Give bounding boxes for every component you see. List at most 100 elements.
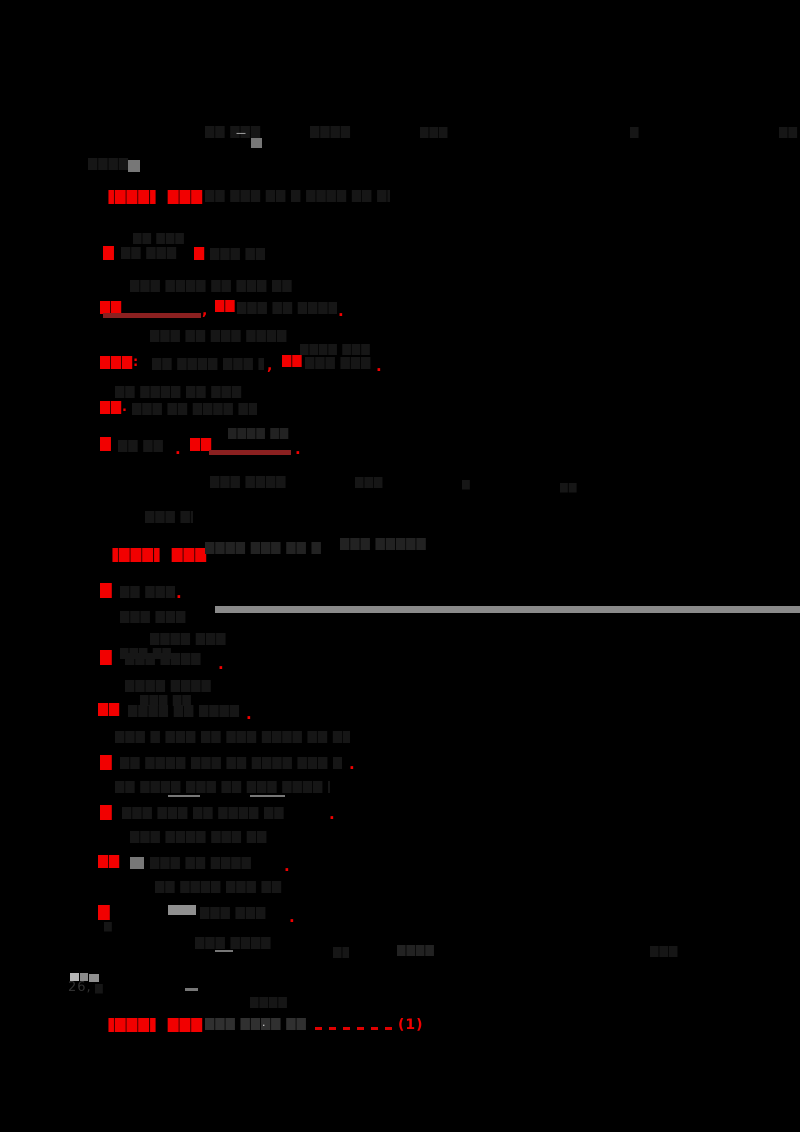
- q2-red-keyword: █: [98, 905, 111, 920]
- q2-text-run: ██ ████ ███ ██ ███ ████ ██: [115, 781, 330, 793]
- q2-red-keyword: █: [100, 755, 113, 770]
- q1-red-keyword: ███:: [100, 356, 140, 369]
- q2-text-run: ███ ██: [140, 695, 192, 706]
- q2-red-period: .: [284, 859, 291, 874]
- header-gray-block: [251, 138, 262, 148]
- pagenum-text-run: █: [95, 984, 104, 994]
- q2-gray-underline: [250, 795, 285, 797]
- q2-text-run: ██ ████ ███ ██ ████ ███ ██: [120, 757, 342, 769]
- q2-red-period: .: [176, 586, 183, 601]
- q2-text-run: ██ ████ ███ ██: [155, 881, 282, 893]
- q2-text-run: ██: [333, 947, 349, 958]
- q2-text-run: ███ ███: [200, 907, 267, 919]
- q1-red-keyword: █: [194, 247, 205, 260]
- q1-red-period: .: [295, 442, 302, 457]
- q3-question-text: ███ ████ ██: [205, 1018, 307, 1030]
- q1-red-keyword: ██: [190, 438, 212, 451]
- header-text-run: █: [630, 127, 640, 138]
- q1-red-period: .: [338, 304, 345, 319]
- q1-text-run: ████ ██: [228, 428, 290, 439]
- q2-gray-block: [130, 857, 144, 869]
- q2-question-text: ███ █████: [340, 538, 427, 550]
- q2-red-keyword: ██: [98, 855, 120, 868]
- q1-text-run: ██ ████ ███ ██: [152, 358, 264, 370]
- q2-red-period: .: [329, 807, 336, 822]
- header-text-run: ████: [310, 126, 351, 138]
- pagenum-gray-block: [80, 973, 88, 981]
- q1-text-run: █: [462, 480, 471, 490]
- q2-red-keyword: █: [100, 805, 113, 820]
- q2-text-run: ███ ██ ████: [150, 857, 252, 869]
- q2-red-keyword: ██: [98, 703, 120, 716]
- divider-bar: [215, 606, 800, 613]
- header-text-run: ███: [420, 127, 449, 138]
- q2-red-keyword: █: [100, 650, 113, 665]
- q2-gray-highlight: [168, 905, 196, 915]
- q2-text-run: ███: [650, 946, 678, 957]
- q2-question-text: ████ ███ ██ █: [205, 542, 322, 554]
- q1-text-run: ███ ██ ████ ██: [132, 403, 257, 415]
- misc-text-run: ████: [250, 997, 288, 1008]
- q3-blank-dash: [357, 1027, 364, 1030]
- q1-text-run: ██: [560, 483, 578, 493]
- q3-bright-speck: ·: [262, 1020, 267, 1031]
- q1-red-keyword: ██: [215, 300, 236, 312]
- q3-question-marker: ▐███▌ ███: [103, 1018, 204, 1032]
- q1-red-keyword: ██: [100, 301, 122, 314]
- q2-red-period: .: [349, 757, 356, 772]
- q2-question-marker: ▐███▌ ███: [107, 548, 208, 562]
- q1-question-marker: ▐███▌ ███: [103, 190, 204, 204]
- q3-blank-number: (1): [398, 1018, 424, 1032]
- pagenum-gray-block: [70, 973, 79, 981]
- q2-red-keyword: █: [100, 583, 113, 598]
- q3-blank-dash: [329, 1027, 336, 1030]
- q2-text-run: ███ ███: [120, 611, 187, 623]
- misc-gray-mark: [185, 988, 198, 991]
- page-number: 26,: [68, 981, 92, 994]
- header-dash: —: [236, 129, 247, 139]
- q3-blank-dash: [371, 1027, 378, 1030]
- q2-text-run: █: [104, 922, 113, 932]
- q1-red-keyword: ██.: [100, 401, 128, 414]
- q1-text-run: ██ ███: [121, 247, 177, 259]
- q3-blank-dash: [385, 1027, 392, 1030]
- q2-gray-underline: [215, 950, 233, 952]
- q2-text-run: ███ ██: [120, 648, 172, 659]
- q1-text-run: ██ ████ ██ ███: [115, 386, 242, 398]
- q2-text-run: ███ ████: [195, 937, 272, 949]
- q1-red-comma: ,: [202, 304, 209, 318]
- q1-text-run: ███ ██: [210, 248, 265, 260]
- q2-text-run: ███ ███ ██ ████ ██: [122, 807, 285, 819]
- q2-red-period: .: [289, 910, 296, 925]
- q1-text-run: ███: [355, 477, 384, 488]
- q2-text-run: ████ ██ ████: [128, 705, 240, 717]
- q2-red-period: .: [218, 657, 225, 672]
- q2-gray-underline: [168, 795, 200, 797]
- q2-red-period: .: [246, 707, 253, 722]
- section-label: ████: [88, 158, 129, 170]
- q1-text-run: ███ ██: [145, 511, 193, 523]
- q1-red-keyword: ██: [282, 355, 303, 367]
- q1-underline: [103, 313, 201, 318]
- q1-text-run: ███ ██ ████: [237, 302, 337, 314]
- q1-text-run: ███ ██ ███ ████: [150, 330, 288, 342]
- q3-blank-dash: [343, 1027, 350, 1030]
- q1-text-run: ███ ████: [210, 476, 287, 488]
- q1-red-keyword: █: [103, 246, 115, 260]
- q1-underline: [209, 450, 291, 455]
- q2-text-run: ████ ███: [150, 633, 227, 645]
- q2-text-run: ███ ████: [125, 653, 202, 665]
- q2-text-run: ███ █ ███ ██ ███ ████ ██ ███ ██: [115, 731, 350, 743]
- q1-text-run: ████ ███: [300, 344, 371, 355]
- q1-red-period: .: [376, 359, 383, 374]
- q2-text-run: ███ ████ ███ ██: [130, 831, 268, 843]
- q1-red-comma: ,: [267, 359, 274, 373]
- q3-blank-dash: [315, 1027, 322, 1030]
- q1-question-text: ██ ███ ██ █ ████ ██ ███ █: [205, 190, 390, 202]
- header-text-run: ██ ███: [205, 126, 261, 138]
- q2-text-run: ████: [397, 945, 435, 956]
- section-gray-block: [128, 160, 140, 172]
- q1-red-keyword: █: [100, 437, 112, 451]
- q1-text-run: ██ ██: [118, 440, 164, 452]
